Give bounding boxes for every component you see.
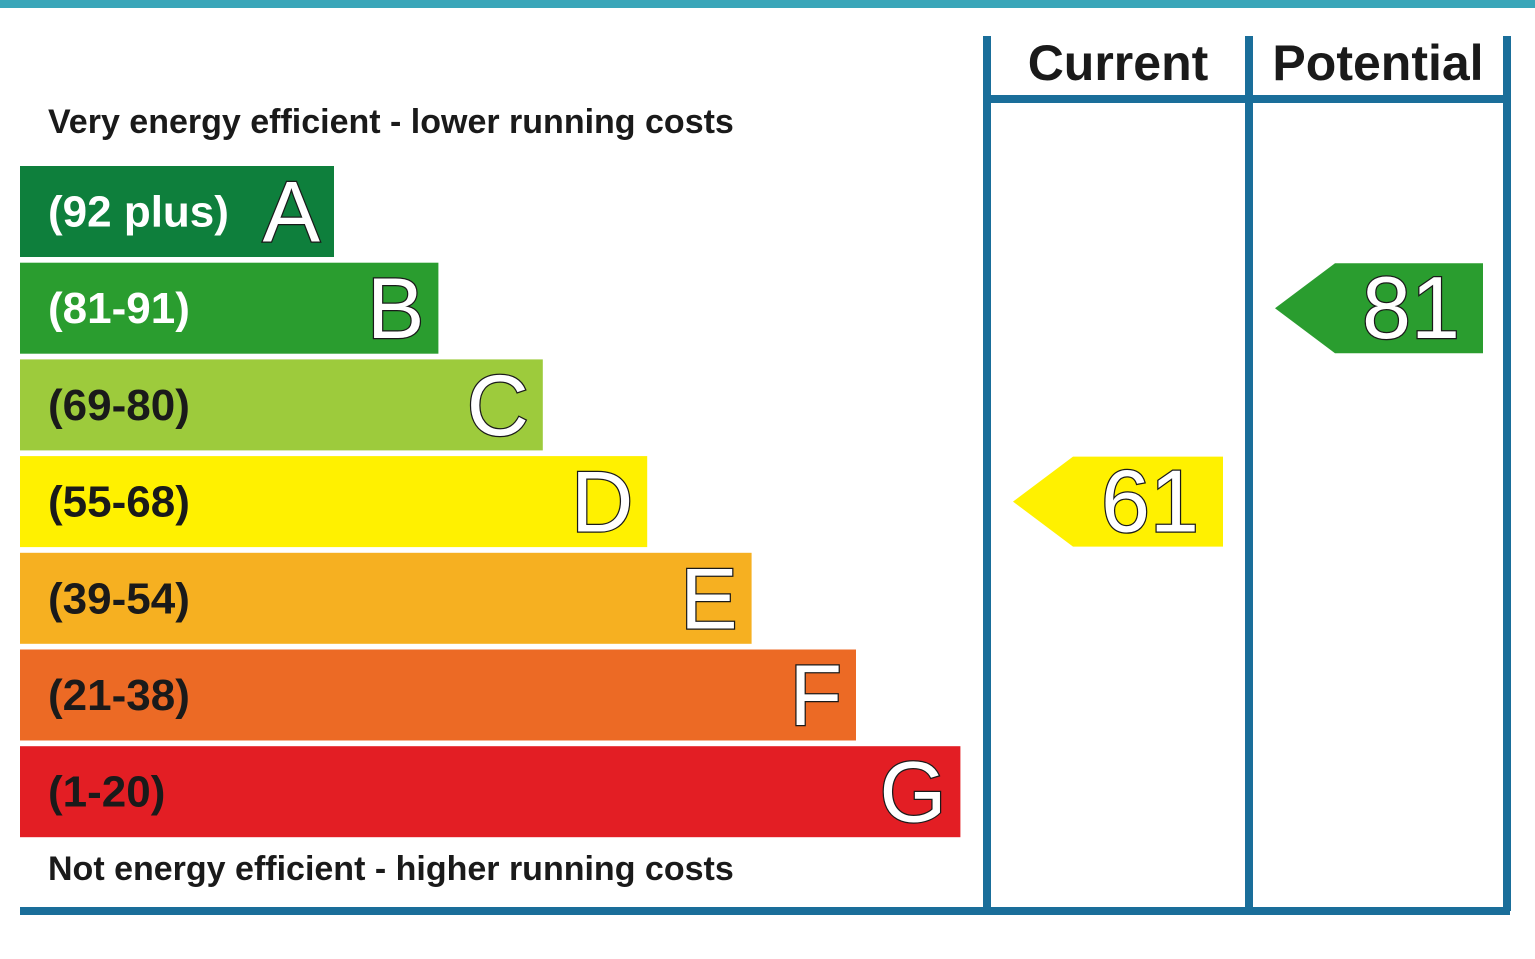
band-b-range: (81-91) <box>48 284 190 333</box>
band-d-letter: D <box>571 455 633 551</box>
current-rating-value: 61 <box>1101 452 1199 551</box>
band-g-range: (1-20) <box>48 768 165 817</box>
top-rule <box>0 0 1535 8</box>
band-b-letter: B <box>367 261 424 357</box>
band-e-bar <box>20 552 752 644</box>
rating-frame <box>20 36 1511 915</box>
bottom-caption: Not energy efficient - higher running co… <box>48 850 734 888</box>
band-e-range: (39-54) <box>48 574 190 623</box>
band-d-bar <box>20 456 648 548</box>
band-f-range: (21-38) <box>48 671 190 720</box>
band-a-range: (92 plus) <box>48 188 229 237</box>
band-c-bar <box>20 359 543 451</box>
current-column-header: Current <box>1028 35 1209 91</box>
potential-rating-arrow <box>1275 263 1483 354</box>
rating-arrows: 61 81 <box>1013 257 1483 552</box>
band-c-range: (69-80) <box>48 381 190 430</box>
band-c-letter: C <box>467 358 529 454</box>
band-a-letter: A <box>263 165 321 261</box>
band-d-range: (55-68) <box>48 478 190 527</box>
band-e-letter: E <box>680 551 737 647</box>
band-a-bar <box>20 166 334 257</box>
top-caption: Very energy efficient - lower running co… <box>48 103 734 141</box>
band-b-bar <box>20 262 439 354</box>
potential-column-header: Potential <box>1272 35 1483 91</box>
band-f-letter: F <box>789 648 842 744</box>
band-f-bar <box>20 649 856 741</box>
band-g-letter: G <box>879 745 946 841</box>
potential-rating-value: 81 <box>1362 258 1460 357</box>
band-g-bar <box>20 746 961 838</box>
band-group: (92 plus) A (81-91) B (69-80) C (55-68) D (39-54… <box>20 163 961 842</box>
current-rating-arrow <box>1013 456 1223 547</box>
